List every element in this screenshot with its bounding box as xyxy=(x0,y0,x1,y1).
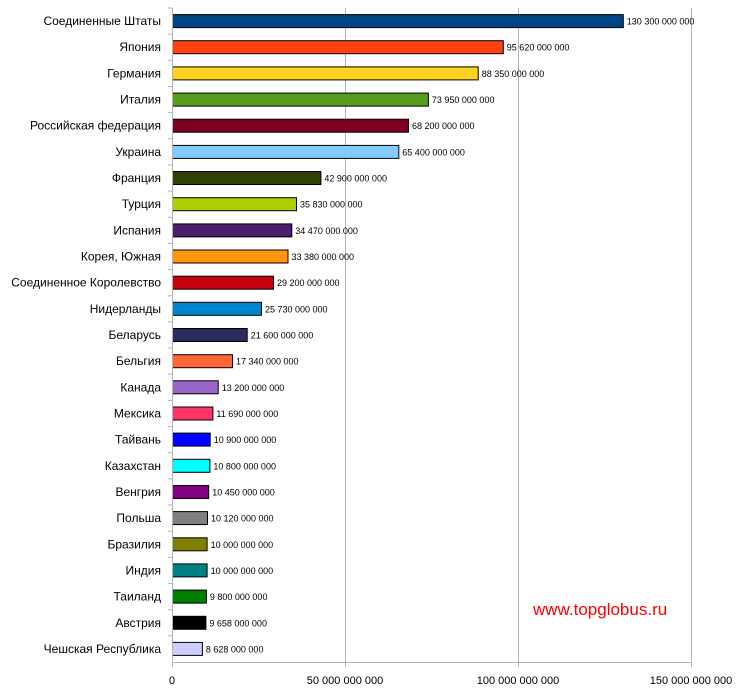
value-label: 73 950 000 000 xyxy=(432,95,495,105)
value-label: 42 900 000 000 xyxy=(324,174,387,184)
category-label: Корея, Южная xyxy=(81,250,161,264)
watermark-text[interactable]: www.topglobus.ru xyxy=(533,600,668,619)
category-label: Таиланд xyxy=(114,590,161,604)
bar xyxy=(172,144,400,159)
value-label: 10 900 000 000 xyxy=(214,435,277,445)
value-label: 10 000 000 000 xyxy=(211,566,274,576)
category-label: Турция xyxy=(122,197,161,211)
value-label: 10 000 000 000 xyxy=(211,540,274,550)
value-label: 9 658 000 000 xyxy=(209,618,267,628)
category-label: Индия xyxy=(126,563,161,577)
value-label: 65 400 000 000 xyxy=(402,147,465,157)
bar xyxy=(172,66,479,81)
value-label: 130 300 000 000 xyxy=(627,17,695,27)
category-label: Российская федерация xyxy=(30,119,161,133)
category-label: Соединенные Штаты xyxy=(43,14,161,28)
bar xyxy=(172,40,504,55)
category-label: Италия xyxy=(120,93,161,107)
bar xyxy=(172,354,233,369)
bar xyxy=(172,563,208,578)
value-label: 29 200 000 000 xyxy=(277,278,340,288)
bar xyxy=(172,432,211,447)
value-label: 33 380 000 000 xyxy=(292,252,355,262)
bar xyxy=(172,328,248,342)
value-label: 35 830 000 000 xyxy=(300,200,363,210)
category-label: Тайвань xyxy=(115,433,161,447)
bar xyxy=(172,458,211,473)
x-tick-label: 0 xyxy=(169,675,175,687)
category-label: Мексика xyxy=(114,407,161,421)
category-label: Германия xyxy=(107,66,161,80)
category-label: Бразилия xyxy=(108,537,162,551)
x-tick-label: 100 000 000 000 xyxy=(477,675,560,687)
category-label: Чешская Республика xyxy=(44,642,162,656)
category-label: Япония xyxy=(119,40,161,54)
value-label: 34 470 000 000 xyxy=(295,226,358,236)
bars: 130 300 000 000 95 620 000 000 88 350 000 … xyxy=(172,14,695,656)
category-label: Казахстан xyxy=(105,459,161,473)
bar xyxy=(172,301,262,316)
value-label: 10 120 000 000 xyxy=(211,514,274,524)
value-label: 10 800 000 000 xyxy=(213,461,276,471)
category-label: Нидерланды xyxy=(90,302,161,316)
category-label: Испания xyxy=(113,223,161,237)
grid-lines xyxy=(345,8,692,662)
bar xyxy=(172,275,274,290)
x-tick-label: 50 000 000 000 xyxy=(307,675,383,687)
bar xyxy=(172,615,207,630)
bar xyxy=(172,14,624,29)
value-label: 13 200 000 000 xyxy=(222,383,285,393)
value-label: 17 340 000 000 xyxy=(236,357,299,367)
value-label: 21 600 000 000 xyxy=(251,331,314,341)
value-label: 10 450 000 000 xyxy=(212,488,275,498)
category-label: Канада xyxy=(120,380,161,394)
value-label: 11 690 000 000 xyxy=(216,409,278,419)
value-label: 25 730 000 000 xyxy=(265,304,328,314)
bar xyxy=(172,641,203,656)
bar xyxy=(172,406,214,421)
bar xyxy=(172,223,293,238)
category-label: Бельгия xyxy=(116,354,161,368)
category-label: Беларусь xyxy=(109,328,161,342)
bar xyxy=(172,92,429,107)
bar xyxy=(172,589,207,604)
category-label: Украина xyxy=(115,145,161,159)
bar xyxy=(172,171,322,185)
value-label: 88 350 000 000 xyxy=(482,69,545,79)
category-label: Франция xyxy=(112,171,161,185)
bar xyxy=(172,511,208,526)
value-label: 95 620 000 000 xyxy=(507,43,570,53)
value-label: 8 628 000 000 xyxy=(206,644,264,654)
axes: Соединенные Штаты Япония Германия Италия Рос… xyxy=(11,7,733,687)
category-label: Австрия xyxy=(115,616,161,630)
category-label: Польша xyxy=(116,511,161,525)
bar xyxy=(172,197,297,212)
bar xyxy=(172,537,208,552)
value-label: 9 800 000 000 xyxy=(210,592,268,602)
bar xyxy=(172,249,289,264)
x-tick-label: 150 000 000 000 xyxy=(650,675,733,687)
bar xyxy=(172,380,219,395)
category-label: Соединенное Королевство xyxy=(11,276,161,290)
value-label: 68 200 000 000 xyxy=(412,121,475,131)
category-label: Венгрия xyxy=(115,485,161,499)
bar xyxy=(172,485,210,499)
bar xyxy=(172,118,409,133)
